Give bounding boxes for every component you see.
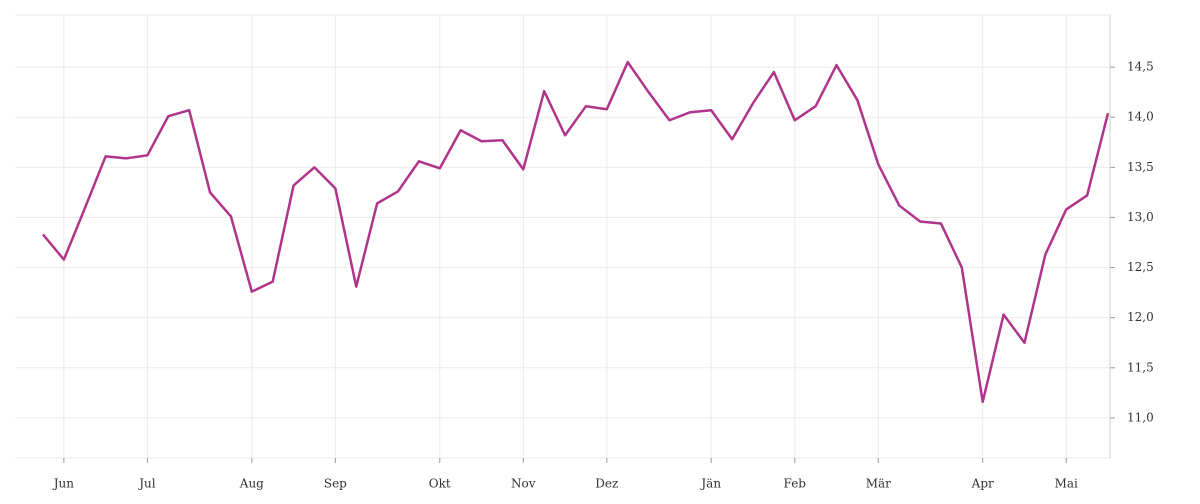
x-tick-label: Okt (429, 477, 451, 491)
x-tick-label: Jän (699, 477, 721, 491)
y-tick-label: 11,0 (1127, 410, 1154, 424)
y-tick-label: 12,5 (1127, 260, 1154, 274)
x-tick-label: Apr (971, 477, 994, 491)
y-tick-label: 13,5 (1127, 160, 1154, 174)
x-tick-label: Dez (595, 477, 618, 491)
x-tick-label: Sep (324, 477, 347, 491)
x-tick-label: Jun (52, 477, 75, 491)
x-tick-label: Nov (511, 477, 536, 491)
y-tick-label: 12,0 (1127, 310, 1154, 324)
x-tick-label: Mai (1055, 477, 1078, 491)
y-tick-label: 14,0 (1127, 110, 1154, 124)
y-tick-label: 13,0 (1127, 210, 1154, 224)
y-tick-label: 11,5 (1127, 360, 1154, 374)
data-line (42, 60, 1110, 404)
x-tick-label: Feb (784, 477, 807, 491)
y-tick-label: 14,5 (1127, 60, 1154, 74)
x-tick-label: Jul (137, 477, 156, 491)
x-tick-label: Aug (239, 477, 264, 491)
x-tick-label: Mär (866, 477, 891, 491)
